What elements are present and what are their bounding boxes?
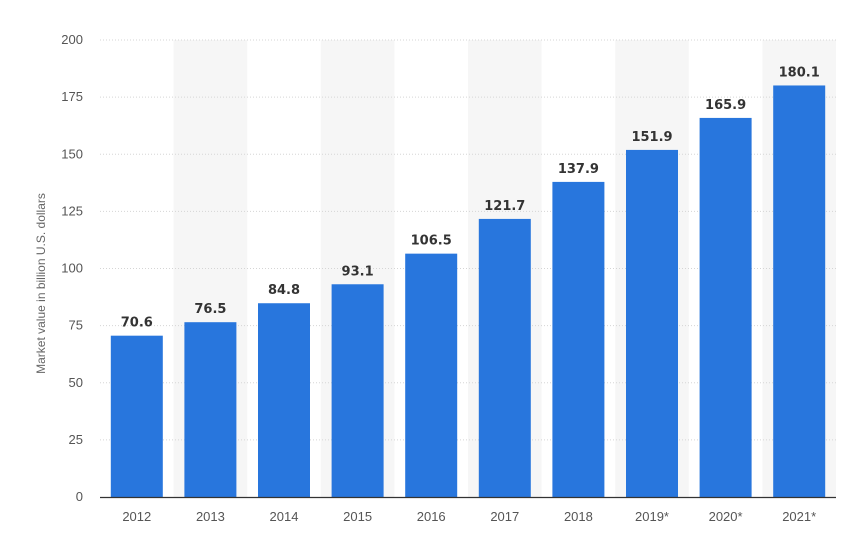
- x-tick-label: 2018: [564, 509, 593, 524]
- bar: [331, 284, 384, 497]
- value-label: 70.6: [121, 316, 153, 331]
- y-tick-label: 50: [69, 375, 83, 390]
- y-axis-title: Market value in billion U.S. dollars: [34, 193, 48, 374]
- value-label: 180.1: [779, 65, 820, 80]
- value-label: 93.1: [342, 264, 374, 279]
- y-axis-ticks: 0 25 50 75 100 125 150 175 200: [61, 32, 83, 504]
- bar: [110, 335, 163, 497]
- y-tick-label: 125: [61, 203, 83, 218]
- bar: [699, 117, 752, 497]
- x-tick-label: 2017: [490, 509, 519, 524]
- value-label: 106.5: [411, 234, 452, 249]
- x-tick-label: 2014: [270, 509, 299, 524]
- value-label: 84.8: [268, 283, 300, 298]
- x-tick-label: 2013: [196, 509, 225, 524]
- value-label: 165.9: [705, 98, 746, 113]
- value-label: 121.7: [484, 199, 525, 214]
- y-tick-label: 200: [61, 32, 83, 47]
- bar: [258, 303, 310, 497]
- bar: [478, 218, 531, 497]
- bar: [552, 181, 605, 497]
- y-tick-label: 25: [69, 432, 83, 447]
- y-tick-label: 75: [69, 318, 83, 333]
- value-labels: 70.6 76.5 84.8 93.1 106.5 121.7 137.9 151.9 165.…: [121, 65, 820, 330]
- x-tick-label: 2020*: [709, 509, 743, 524]
- x-tick-label: 2016: [417, 509, 446, 524]
- y-tick-label: 100: [61, 261, 83, 276]
- x-tick-label: 2021*: [782, 509, 816, 524]
- bar: [184, 322, 237, 497]
- y-tick-label: 175: [61, 89, 83, 104]
- x-tick-label: 2015: [343, 509, 372, 524]
- bar: [773, 85, 826, 497]
- bars: [110, 85, 826, 497]
- bar: [405, 253, 458, 497]
- y-tick-label: 0: [76, 489, 83, 504]
- x-axis-ticks: 2012 2013 2014 2015 2016 2017 2018 2019* 2020* 20…: [122, 509, 816, 524]
- y-tick-label: 150: [61, 146, 83, 161]
- x-tick-label: 2019*: [635, 509, 669, 524]
- value-label: 76.5: [194, 302, 226, 317]
- value-label: 137.9: [558, 162, 599, 177]
- value-label: 151.9: [631, 130, 672, 145]
- x-tick-label: 2012: [122, 509, 151, 524]
- bar: [626, 149, 678, 497]
